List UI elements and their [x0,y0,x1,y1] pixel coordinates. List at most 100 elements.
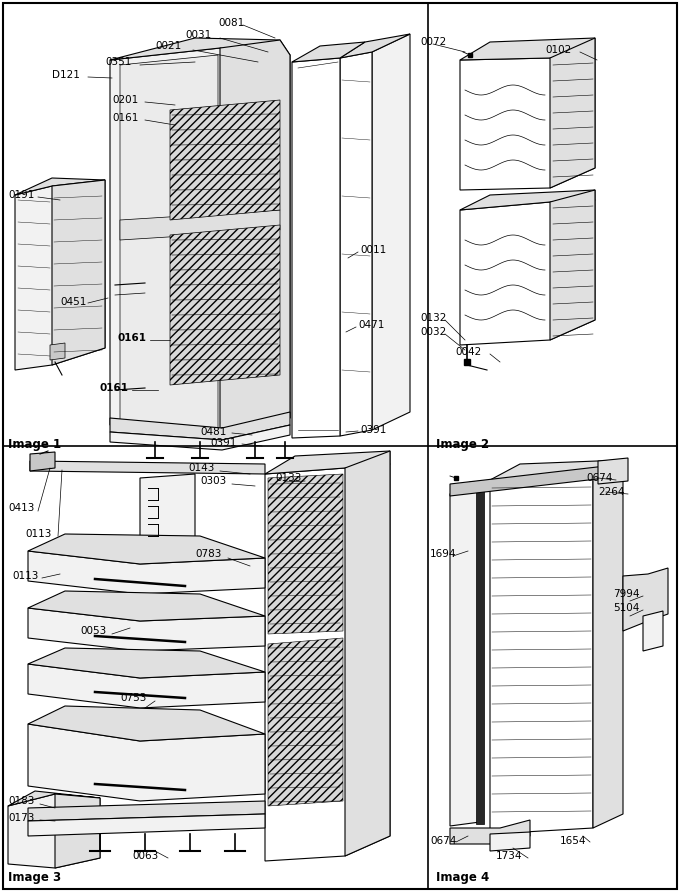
Text: 0191: 0191 [8,190,35,200]
Polygon shape [28,801,265,821]
Polygon shape [28,534,265,564]
Polygon shape [345,451,390,856]
Text: 7994: 7994 [613,589,639,599]
Polygon shape [55,794,100,868]
Polygon shape [28,664,265,708]
Polygon shape [450,490,480,826]
Polygon shape [140,474,195,544]
Polygon shape [15,178,105,195]
Text: 0072: 0072 [420,37,446,47]
Polygon shape [8,794,100,868]
Text: 0183: 0183 [8,796,35,806]
Text: Image 3: Image 3 [8,871,61,884]
Polygon shape [170,225,280,385]
Text: 0113: 0113 [25,529,52,539]
Text: 0132: 0132 [420,313,446,323]
Text: 5104: 5104 [613,603,639,613]
Polygon shape [490,474,593,834]
Text: 0451: 0451 [60,297,86,307]
Text: 0161: 0161 [100,383,129,393]
Text: 0113: 0113 [12,571,38,581]
Text: 0053: 0053 [80,626,106,636]
Text: 1654: 1654 [560,836,586,846]
Polygon shape [170,100,280,220]
Polygon shape [450,820,530,844]
Polygon shape [30,461,265,474]
Polygon shape [460,200,595,345]
Polygon shape [15,180,105,370]
Text: 0413: 0413 [8,503,35,513]
Polygon shape [490,832,530,851]
Text: 0161: 0161 [112,113,138,123]
Polygon shape [372,34,410,430]
Text: 0674: 0674 [430,836,456,846]
Polygon shape [28,814,265,836]
Polygon shape [268,638,343,806]
Text: 0391: 0391 [360,425,386,435]
Polygon shape [220,40,290,432]
Polygon shape [460,55,595,190]
Polygon shape [265,464,390,861]
Text: 0783: 0783 [195,549,222,559]
Text: 0481: 0481 [200,427,226,437]
Text: 0391: 0391 [210,438,237,448]
Text: 0161: 0161 [118,333,147,343]
Polygon shape [28,591,265,621]
Text: 0303: 0303 [200,476,226,486]
Text: 0081: 0081 [218,18,244,28]
Polygon shape [28,706,265,741]
Polygon shape [268,474,343,634]
Text: 0021: 0021 [155,41,182,51]
Polygon shape [110,38,290,60]
Text: 0674: 0674 [586,473,613,483]
Polygon shape [340,34,410,58]
Text: 0032: 0032 [420,327,446,337]
Text: D121: D121 [52,70,80,80]
Text: 2264: 2264 [598,487,624,497]
Polygon shape [28,724,265,801]
Text: Image 2: Image 2 [437,438,490,451]
Polygon shape [110,412,290,440]
Polygon shape [593,460,623,828]
Text: 0173: 0173 [8,813,35,823]
Polygon shape [623,568,668,631]
Polygon shape [490,460,623,480]
Polygon shape [50,343,65,360]
Polygon shape [110,425,290,450]
Polygon shape [550,190,595,340]
Polygon shape [450,464,623,496]
Text: 0102: 0102 [545,45,571,55]
Polygon shape [450,480,500,494]
Polygon shape [120,210,280,240]
Polygon shape [292,42,365,62]
Polygon shape [120,55,218,428]
Polygon shape [8,791,100,806]
Text: 0011: 0011 [360,245,386,255]
Text: 0143: 0143 [188,463,214,473]
Text: 0031: 0031 [185,30,211,40]
Polygon shape [292,58,340,438]
Text: 0133: 0133 [275,473,301,483]
Polygon shape [110,48,290,432]
Text: 1734: 1734 [496,851,522,861]
Text: 0201: 0201 [112,95,138,105]
Text: Image 4: Image 4 [437,871,490,884]
Text: 1694: 1694 [430,549,456,559]
Polygon shape [265,451,390,474]
Polygon shape [476,490,484,824]
Polygon shape [30,452,55,471]
Text: 0063: 0063 [132,851,158,861]
Polygon shape [28,551,265,594]
Polygon shape [28,648,265,678]
Text: 0753: 0753 [120,693,146,703]
Text: 0471: 0471 [358,320,384,330]
Polygon shape [550,38,595,188]
Text: 0042: 0042 [455,347,481,357]
Polygon shape [460,38,595,60]
Text: Image 1: Image 1 [8,438,61,451]
Text: 0351: 0351 [105,57,131,67]
Polygon shape [52,180,105,365]
Polygon shape [598,458,628,484]
Polygon shape [460,190,595,210]
Polygon shape [643,611,663,651]
